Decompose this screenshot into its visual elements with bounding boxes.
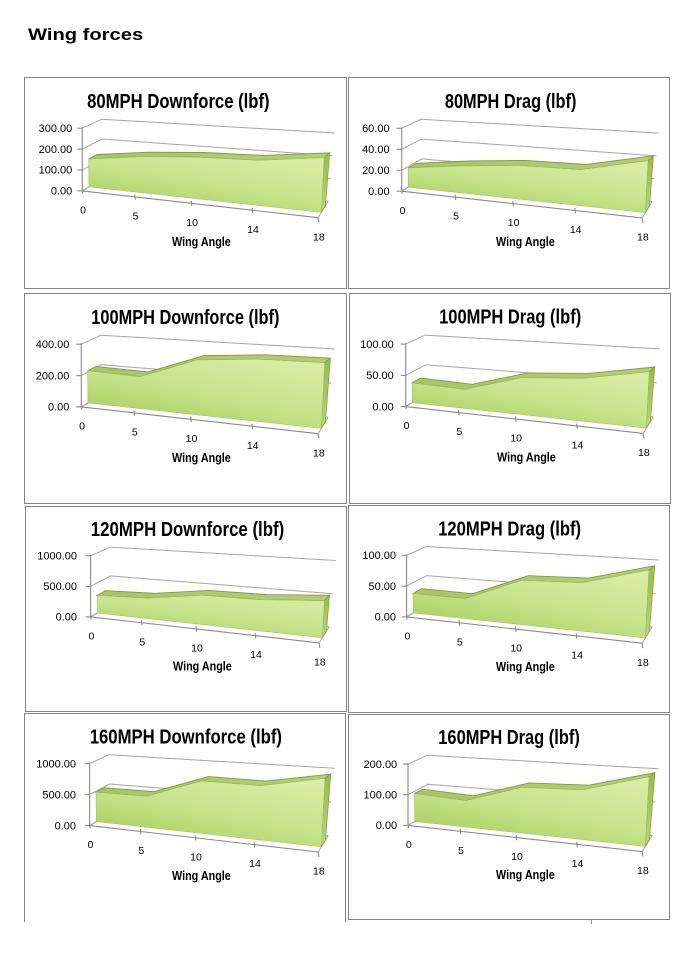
svg-text:500.00: 500.00 xyxy=(42,789,76,801)
svg-text:14: 14 xyxy=(571,857,583,869)
svg-text:160MPH Drag (lbf): 160MPH Drag (lbf) xyxy=(438,727,580,749)
svg-text:10: 10 xyxy=(186,432,198,444)
svg-text:0: 0 xyxy=(404,631,410,643)
svg-text:0: 0 xyxy=(405,839,411,851)
svg-text:5: 5 xyxy=(457,844,463,856)
svg-text:160MPH Downforce (lbf): 160MPH Downforce (lbf) xyxy=(89,726,281,748)
svg-text:100.00: 100.00 xyxy=(362,550,396,562)
svg-text:14: 14 xyxy=(571,440,583,452)
svg-text:100MPH Drag (lbf): 100MPH Drag (lbf) xyxy=(439,307,581,329)
svg-text:0.00: 0.00 xyxy=(372,401,393,413)
svg-text:Wing Angle: Wing Angle xyxy=(172,234,231,249)
svg-text:0: 0 xyxy=(80,205,86,217)
svg-text:14: 14 xyxy=(249,858,261,870)
svg-text:50.00: 50.00 xyxy=(368,581,396,593)
svg-text:100.00: 100.00 xyxy=(39,165,73,177)
svg-text:0.00: 0.00 xyxy=(368,185,389,197)
svg-text:0.00: 0.00 xyxy=(375,820,396,832)
svg-text:Wing Angle: Wing Angle xyxy=(172,449,231,464)
svg-text:Wing Angle: Wing Angle xyxy=(173,658,232,673)
svg-text:100.00: 100.00 xyxy=(363,789,397,801)
svg-text:0.00: 0.00 xyxy=(56,612,77,624)
svg-text:0: 0 xyxy=(403,420,409,432)
svg-text:18: 18 xyxy=(313,231,325,243)
svg-text:5: 5 xyxy=(453,210,459,222)
svg-text:10: 10 xyxy=(510,433,522,445)
svg-text:500.00: 500.00 xyxy=(44,581,78,593)
svg-text:0.00: 0.00 xyxy=(54,820,75,832)
svg-text:80MPH Downforce (lbf): 80MPH Downforce (lbf) xyxy=(87,91,270,113)
svg-text:200.00: 200.00 xyxy=(363,758,397,770)
svg-text:10: 10 xyxy=(511,851,523,863)
svg-text:Wing Angle: Wing Angle xyxy=(172,868,231,883)
svg-text:400.00: 400.00 xyxy=(36,338,70,350)
svg-text:40.00: 40.00 xyxy=(362,144,390,156)
svg-text:100.00: 100.00 xyxy=(360,339,394,351)
svg-text:18: 18 xyxy=(314,657,326,669)
svg-text:18: 18 xyxy=(313,447,325,459)
svg-text:14: 14 xyxy=(569,224,581,236)
svg-text:14: 14 xyxy=(247,439,259,451)
svg-text:1000.00: 1000.00 xyxy=(36,758,76,770)
svg-text:5: 5 xyxy=(140,636,146,648)
svg-text:10: 10 xyxy=(510,643,522,655)
svg-text:5: 5 xyxy=(132,426,138,438)
svg-text:0.00: 0.00 xyxy=(51,186,72,198)
svg-text:0: 0 xyxy=(87,839,93,851)
svg-text:5: 5 xyxy=(456,637,462,649)
svg-text:20.00: 20.00 xyxy=(362,164,390,176)
svg-text:14: 14 xyxy=(571,650,583,662)
svg-text:10: 10 xyxy=(186,217,198,229)
svg-text:Wing Angle: Wing Angle xyxy=(497,449,556,464)
svg-text:0: 0 xyxy=(399,204,405,216)
svg-text:10: 10 xyxy=(192,643,204,655)
svg-text:Wing Angle: Wing Angle xyxy=(496,867,555,882)
svg-text:14: 14 xyxy=(247,224,259,236)
svg-text:18: 18 xyxy=(638,447,650,459)
svg-text:Wing Angle: Wing Angle xyxy=(496,659,555,674)
svg-text:5: 5 xyxy=(138,845,144,857)
svg-text:18: 18 xyxy=(637,231,649,243)
svg-text:0: 0 xyxy=(89,631,95,643)
svg-text:0.00: 0.00 xyxy=(374,612,395,624)
svg-text:14: 14 xyxy=(251,649,263,661)
svg-text:200.00: 200.00 xyxy=(39,144,73,156)
svg-text:0.00: 0.00 xyxy=(48,401,69,413)
svg-text:1000.00: 1000.00 xyxy=(38,551,78,563)
svg-text:5: 5 xyxy=(133,211,139,223)
svg-text:0: 0 xyxy=(79,420,85,432)
svg-text:10: 10 xyxy=(507,217,519,229)
svg-text:120MPH Drag (lbf): 120MPH Drag (lbf) xyxy=(438,519,581,541)
svg-text:5: 5 xyxy=(456,426,462,438)
svg-text:60.00: 60.00 xyxy=(362,123,390,135)
svg-text:10: 10 xyxy=(190,851,202,863)
svg-text:120MPH Downforce (lbf): 120MPH Downforce (lbf) xyxy=(91,519,284,541)
svg-text:50.00: 50.00 xyxy=(366,370,394,382)
svg-text:100MPH Downforce (lbf): 100MPH Downforce (lbf) xyxy=(91,306,279,328)
svg-text:200.00: 200.00 xyxy=(36,370,70,382)
svg-text:18: 18 xyxy=(637,657,649,669)
svg-text:18: 18 xyxy=(637,865,649,877)
svg-text:80MPH Drag (lbf): 80MPH Drag (lbf) xyxy=(444,90,576,112)
svg-text:Wing Angle: Wing Angle xyxy=(496,234,555,249)
svg-text:300.00: 300.00 xyxy=(39,123,73,135)
svg-text:18: 18 xyxy=(313,866,325,878)
